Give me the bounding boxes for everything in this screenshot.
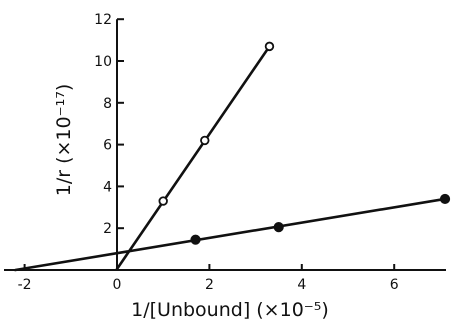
y-tick-label-12: 12 [94,12,112,28]
x-axis-label: 1/[Unbound] (×10⁻⁵) [131,299,329,321]
axes [4,18,446,271]
filled-point-1 [190,234,201,245]
open-point-1 [158,196,168,206]
x-tick-label-4: 4 [297,277,306,293]
y-tick-label-6: 6 [103,138,112,154]
open-point-3 [264,41,275,52]
tick-labels: -2 0 2 4 6 2 4 6 8 10 12 [18,12,399,293]
y-axis-label: 1/r (×10⁻¹⁷) [53,84,75,197]
y-tick-label-4: 4 [103,179,112,195]
y-tick-label-2: 2 [103,221,112,237]
open-point-2 [200,135,210,146]
x-tick-label-0: 0 [113,277,122,293]
fit-line-series-1 [115,45,271,271]
fit-lines [14,45,447,272]
fit-line-series-2 [14,197,447,272]
filled-point-3 [439,193,451,205]
x-tick-label--2: -2 [18,277,32,293]
filled-point-2 [273,222,284,233]
x-tick-label-2: 2 [205,277,214,293]
data-points [158,41,451,245]
y-tick-label-10: 10 [94,54,112,70]
x-tick-label-6: 6 [390,277,399,293]
y-tick-label-8: 8 [103,96,112,112]
